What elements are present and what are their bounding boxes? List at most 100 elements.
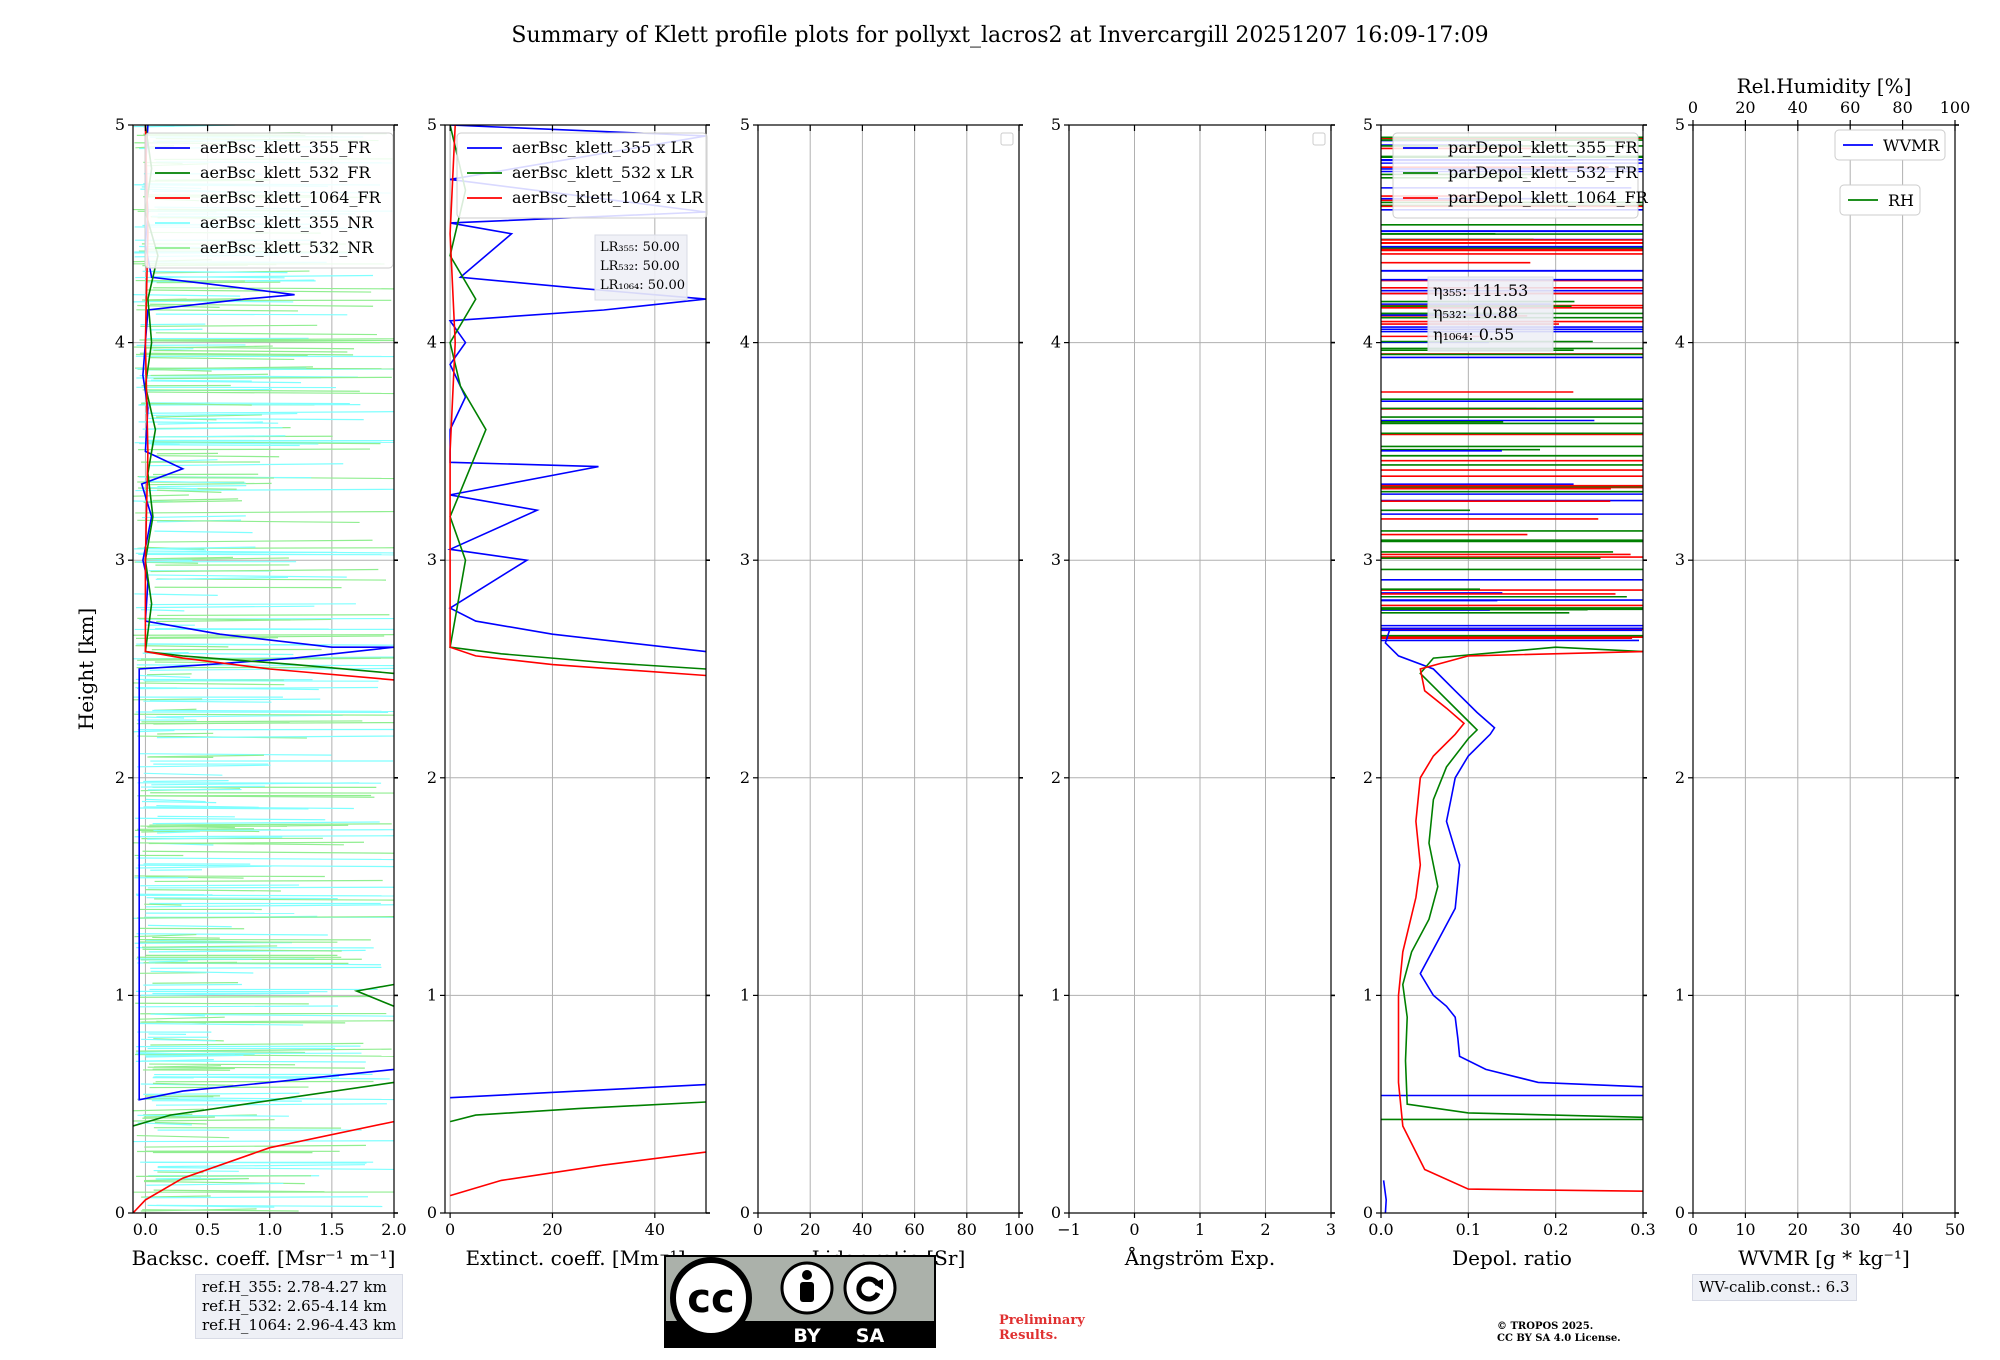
- nr-profile-segment: [148, 558, 193, 562]
- nr-profile-segment: [136, 721, 394, 725]
- nr-profile-segment: [156, 804, 259, 808]
- legend-box: [456, 132, 708, 219]
- nr-profile-segment: [155, 576, 289, 580]
- nr-profile-segment: [157, 485, 247, 488]
- nr-profile-segment: [133, 294, 241, 297]
- nr-profile-segment: [150, 970, 254, 974]
- nr-profile-segment: [137, 519, 360, 524]
- nr-profile-segment: [149, 635, 385, 639]
- nr-profile-segment: [138, 1022, 304, 1026]
- nr-profile-segment: [143, 700, 272, 703]
- x-tick-label: 20: [542, 1220, 562, 1239]
- nr-profile-segment: [149, 1086, 309, 1089]
- nr-profile-segment: [150, 487, 198, 490]
- legend-label: aerBsc_klett_532_FR: [200, 163, 371, 182]
- nr-profile-segment: [136, 309, 299, 312]
- nr-profile-segment: [141, 1038, 216, 1042]
- legend-box: [1392, 132, 1639, 219]
- nr-profile-segment: [145, 1054, 235, 1057]
- x-tick-label: 0: [445, 1220, 455, 1239]
- cc-license-badge: cc BY SA: [664, 1255, 936, 1348]
- x-tick-label: 20: [1788, 1220, 1808, 1239]
- nr-profile-segment: [150, 328, 203, 331]
- nr-profile-segment: [145, 391, 394, 395]
- nr-profile-segment: [135, 510, 394, 514]
- nr-profile-segment: [139, 1016, 225, 1020]
- nr-profile-segment: [137, 1122, 192, 1126]
- nr-profile-segment: [152, 1067, 235, 1070]
- nr-profile-segment: [133, 729, 175, 733]
- nr-profile-segment: [133, 300, 191, 303]
- nr-profile-segment: [135, 1059, 214, 1063]
- nr-profile-segment: [151, 459, 218, 463]
- annotation-box: η₃₅₅: 111.53 η₅₃₂: 10.88 η₁₀₆₄: 0.55: [1427, 276, 1554, 352]
- x-tick-label: 1.0: [257, 1220, 282, 1239]
- nr-profile-segment: [156, 618, 332, 623]
- nr-profile-segment: [139, 674, 191, 679]
- series-aerBsc_klett_1064_FR_low: [133, 1120, 394, 1213]
- series-group: [1381, 629, 1643, 1213]
- nr-profile-segment: [147, 1066, 365, 1069]
- nr-profile-segment: [152, 936, 220, 939]
- x-tick-label: 60: [904, 1220, 924, 1239]
- nr-profile-segment: [137, 1052, 362, 1055]
- nr-profile-segment: [146, 897, 338, 900]
- legend-label: aerBsc_klett_1064 x LR: [512, 188, 704, 207]
- nr-profile-segment: [143, 1113, 193, 1116]
- y-tick-label: 0: [115, 1203, 125, 1222]
- nr-profile-segment: [144, 411, 394, 414]
- y-axis-label: Height [km]: [74, 608, 98, 730]
- y-tick-label: 4: [740, 333, 750, 352]
- nr-profile-segment: [152, 348, 194, 351]
- nr-profile-segment: [150, 379, 252, 382]
- nr-profile-segment: [145, 345, 273, 349]
- nr-profile-segment: [145, 889, 281, 892]
- nr-profile-segment: [141, 515, 246, 519]
- nr-profile-segment: [145, 716, 185, 719]
- copyright-line-1: © TROPOS 2025.: [1497, 1321, 1594, 1332]
- annotation-line: LR₅₃₂: 50.00: [600, 259, 680, 274]
- y-tick-label: 1: [427, 985, 437, 1004]
- y-tick-label: 0: [1051, 1203, 1061, 1222]
- nr-profile-segment: [154, 1121, 207, 1125]
- nr-profile-segment: [134, 442, 319, 445]
- axes-frame: [444, 124, 707, 1214]
- x-tick-label: −1: [1057, 1220, 1081, 1239]
- legend-box: [1839, 184, 1921, 216]
- x-tick-label: 1: [1195, 1220, 1205, 1239]
- nr-profile-segment: [136, 643, 318, 646]
- nr-profile-segment: [151, 1097, 394, 1101]
- panel-depol: 0.0 0.1 0.2 0.3 0 1 2 3 4 5 Depol. ratio parDepol_k…: [1363, 115, 1656, 1270]
- nr-profile-segment: [137, 368, 212, 372]
- series-parDepol_532_FR: [1401, 646, 1643, 1119]
- nr-profile-segment: [153, 829, 394, 832]
- nr-profile-segment: [142, 556, 233, 560]
- nr-profile-segment: [146, 298, 241, 301]
- y-tick-label: 3: [1675, 550, 1685, 569]
- nr-profile-segment: [140, 785, 265, 788]
- y-tick-label: 5: [740, 115, 750, 134]
- nr-profile-segment: [141, 1195, 211, 1198]
- y-tick-label: 2: [1363, 768, 1373, 787]
- nr-profile-segment: [144, 1196, 368, 1199]
- x-tick-label: 0.0: [1368, 1220, 1393, 1239]
- y-tick-label: 4: [1363, 333, 1373, 352]
- y-tick-label: 3: [427, 550, 437, 569]
- x-tick-label: 0.1: [1456, 1220, 1481, 1239]
- nr-profile-segment: [142, 389, 360, 392]
- axes-frame: [757, 124, 1020, 1214]
- x-tick-label: 2.0: [381, 1220, 406, 1239]
- ref-height-532: ref.H_532: 2.65-4.14 km: [202, 1297, 387, 1315]
- ref-height-355: ref.H_355: 2.78-4.27 km: [202, 1278, 387, 1296]
- nr-profile-segment: [133, 698, 203, 701]
- nr-profile-segment: [139, 795, 375, 798]
- copyright-note: © TROPOS 2025. CC BY SA 4.0 License.: [1497, 1321, 1621, 1345]
- legend: WVMR RH: [1834, 129, 1946, 216]
- nr-profile-segment: [149, 463, 344, 467]
- panel-backscatter: 0.0 0.5 1.0 1.5 2.0 0 1 2 3 4 5 Backsc. coeff. [Msr…: [74, 115, 407, 1270]
- nr-profile-segment: [157, 1166, 394, 1171]
- nr-profile-segment: [153, 275, 285, 279]
- nr-profile-segment: [143, 983, 242, 986]
- y-tick-label: 4: [115, 333, 125, 352]
